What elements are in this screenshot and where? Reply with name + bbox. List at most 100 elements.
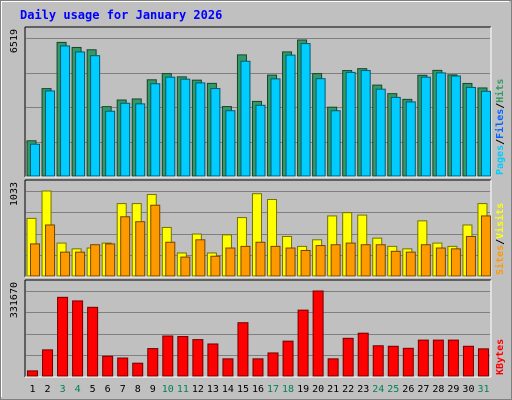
bar-sites bbox=[135, 221, 146, 277]
bar-files bbox=[150, 83, 161, 177]
x-tick-label: 12 bbox=[192, 384, 204, 395]
bar-files bbox=[330, 110, 341, 177]
x-tick-label: 6 bbox=[105, 384, 111, 395]
bar-sites bbox=[45, 224, 56, 277]
bar-files bbox=[465, 86, 476, 177]
bar-files bbox=[450, 75, 461, 177]
bar-kbytes bbox=[132, 362, 144, 377]
bar-files bbox=[480, 90, 491, 177]
bar-sites bbox=[345, 242, 356, 277]
x-tick-label: 29 bbox=[447, 384, 459, 395]
x-tick-label: 20 bbox=[312, 384, 324, 395]
bar-files bbox=[420, 76, 431, 177]
bar-sites bbox=[480, 215, 491, 277]
bar-files bbox=[375, 88, 386, 177]
x-tick-label: 21 bbox=[327, 384, 339, 395]
bar-kbytes bbox=[462, 345, 474, 377]
bar-sites bbox=[75, 251, 86, 277]
bar-sites bbox=[300, 249, 311, 277]
bar-sites bbox=[450, 248, 461, 277]
bar-files bbox=[180, 78, 191, 177]
x-tick-label: 3 bbox=[60, 384, 66, 395]
x-tick-label: 9 bbox=[150, 384, 156, 395]
bar-files bbox=[60, 45, 71, 177]
bar-kbytes bbox=[312, 290, 324, 377]
bar-files bbox=[240, 60, 251, 177]
x-tick-label: 11 bbox=[177, 384, 189, 395]
bar-kbytes bbox=[252, 358, 264, 377]
bar-sites bbox=[330, 244, 341, 277]
bar-sites bbox=[405, 251, 416, 277]
x-tick-label: 19 bbox=[297, 384, 309, 395]
x-tick-label: 1 bbox=[30, 384, 36, 395]
bar-files bbox=[390, 96, 401, 177]
bar-kbytes bbox=[102, 355, 114, 377]
bar-sites bbox=[255, 241, 266, 277]
bar-sites bbox=[195, 239, 206, 277]
max-value-label: 1033 bbox=[9, 182, 20, 206]
bar-kbytes bbox=[297, 309, 309, 377]
bar-sites bbox=[315, 245, 326, 277]
bar-files bbox=[210, 88, 221, 177]
bar-files bbox=[225, 110, 236, 177]
x-tick-label: 4 bbox=[75, 384, 81, 395]
x-tick-label: 2 bbox=[45, 384, 51, 395]
bar-files bbox=[30, 143, 40, 177]
bar-sites bbox=[435, 247, 446, 277]
max-value-label: 331670 bbox=[9, 282, 20, 318]
bar-files bbox=[135, 103, 146, 177]
bar-kbytes bbox=[477, 348, 489, 377]
bar-sites bbox=[225, 247, 236, 277]
bar-kbytes bbox=[327, 358, 339, 377]
side-legend-part: / bbox=[495, 103, 506, 109]
bar-sites bbox=[360, 244, 371, 277]
bar-files bbox=[285, 54, 296, 177]
bar-kbytes bbox=[207, 343, 219, 377]
side-legend: KBytes bbox=[495, 339, 506, 375]
bar-sites bbox=[60, 251, 71, 277]
bar-kbytes bbox=[342, 337, 354, 377]
x-tick-label: 10 bbox=[162, 384, 174, 395]
x-tick-label: 26 bbox=[402, 384, 414, 395]
x-tick-label: 24 bbox=[372, 384, 384, 395]
bar-sites bbox=[150, 204, 161, 277]
x-tick-label: 31 bbox=[477, 384, 489, 395]
bar-files bbox=[405, 101, 416, 177]
bar-sites bbox=[240, 245, 251, 277]
x-tick-label: 30 bbox=[462, 384, 474, 395]
max-value-label: 6519 bbox=[9, 29, 20, 53]
side-legend-part: Visits bbox=[494, 203, 506, 239]
bar-kbytes bbox=[372, 345, 384, 377]
bar-sites bbox=[210, 255, 221, 277]
side-legend-part: Hits bbox=[494, 79, 506, 103]
bar-files bbox=[75, 51, 86, 177]
side-legend-part: KBytes bbox=[495, 339, 506, 375]
bar-kbytes bbox=[177, 336, 189, 377]
bar-sites bbox=[30, 243, 40, 277]
bar-files bbox=[255, 104, 266, 177]
bar-files bbox=[195, 82, 206, 177]
bar-sites bbox=[270, 245, 281, 277]
x-tick-label: 23 bbox=[357, 384, 369, 395]
x-tick-label: 13 bbox=[207, 384, 219, 395]
bar-kbytes bbox=[87, 306, 99, 377]
bar-kbytes bbox=[72, 300, 84, 377]
bar-sites bbox=[120, 216, 131, 277]
bar-files bbox=[345, 71, 356, 177]
chart-panels: 6519Pages/Files/Hits1033Sites/Visits3316… bbox=[9, 26, 506, 378]
x-tick-label: 28 bbox=[432, 384, 444, 395]
x-tick-label: 18 bbox=[282, 384, 294, 395]
chart-title: Daily usage for January 2026 bbox=[20, 8, 222, 22]
bar-kbytes bbox=[357, 332, 369, 377]
bar-sites bbox=[105, 243, 116, 277]
x-tick-label: 17 bbox=[267, 384, 279, 395]
panel-kbytes: 331670 KBytes bbox=[9, 279, 506, 378]
side-legend: Sites/Visits bbox=[494, 203, 506, 275]
bar-kbytes bbox=[402, 347, 414, 377]
bar-kbytes bbox=[117, 357, 129, 377]
x-tick-label: 27 bbox=[417, 384, 429, 395]
x-tick-label: 14 bbox=[222, 384, 234, 395]
bar-sites bbox=[165, 241, 176, 277]
x-tick-label: 16 bbox=[252, 384, 264, 395]
